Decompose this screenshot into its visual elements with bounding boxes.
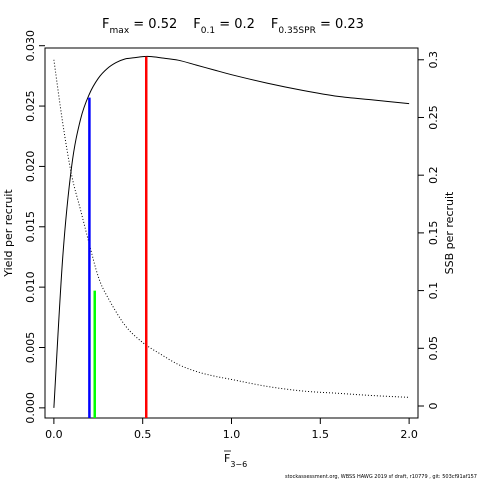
y-axis-title: Yield per recruit bbox=[2, 189, 15, 278]
y2-tick-label: 0.05 bbox=[427, 336, 440, 361]
x-tick-label: 1.5 bbox=[312, 428, 330, 441]
y2-tick-label: 0 bbox=[427, 402, 440, 409]
x-axis-title-text: F3−6 bbox=[224, 452, 247, 469]
y-tick-label: 0.020 bbox=[24, 151, 37, 183]
y-tick-label: 0.030 bbox=[24, 30, 37, 62]
ssb-per-recruit-line bbox=[53, 59, 410, 398]
y-tick-label: 0.025 bbox=[24, 90, 37, 122]
y2-tick-label: 0.3 bbox=[427, 51, 440, 69]
x-axis-title: F3−6 bbox=[224, 450, 247, 469]
y-tick-label: 0.015 bbox=[24, 211, 37, 243]
y2-tick-label: 0.2 bbox=[427, 166, 440, 184]
y-tick-label: 0.010 bbox=[24, 271, 37, 303]
y-tick-label: 0.000 bbox=[24, 392, 37, 424]
series-layer bbox=[53, 55, 410, 408]
y2-tick-label: 0.15 bbox=[427, 221, 440, 246]
yield-per-recruit-line bbox=[53, 55, 410, 408]
y2-tick-label: 0.1 bbox=[427, 282, 440, 300]
y-tick-label: 0.005 bbox=[24, 332, 37, 364]
x-tick-label: 2.0 bbox=[400, 428, 418, 441]
x-tick-label: 0.0 bbox=[45, 428, 63, 441]
reference-lines bbox=[88, 56, 148, 418]
x-tick-label: 0.5 bbox=[134, 428, 152, 441]
chart-title: Fmax = 0.52 F0.1 = 0.2 F0.35SPR = 0.23 bbox=[102, 17, 364, 36]
x-tick-label: 1.0 bbox=[223, 428, 241, 441]
y2-axis-title: SSB per recruit bbox=[443, 191, 456, 274]
footnote: stockassessment.org, WBSS HAWG 2019 sf d… bbox=[285, 474, 477, 480]
axes: 0.0 0.5 1.0 1.5 2.0 0.000 0.005 0.010 0.015 0.020… bbox=[24, 30, 440, 441]
y2-tick-label: 0.25 bbox=[427, 105, 440, 130]
